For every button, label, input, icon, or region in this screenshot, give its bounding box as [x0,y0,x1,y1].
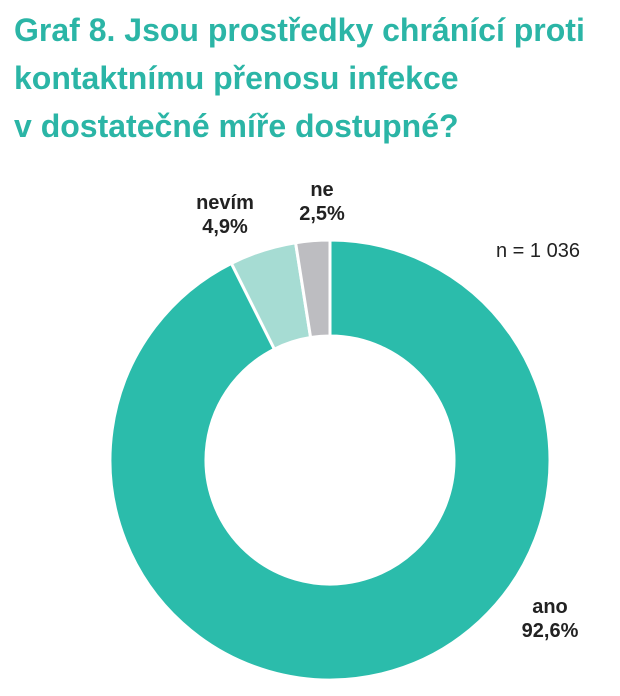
slice-value-nevim: 4,9% [202,216,248,238]
slice-label-nevim: nevím 4,9% [185,191,265,239]
donut-slice-ano [108,238,552,682]
donut-slice-ne [293,238,332,340]
slice-value-ano: 92,6% [521,620,579,642]
slice-name-nevim: nevím [196,192,254,214]
slice-label-ano: ano 92,6% [505,595,595,643]
chart-title: Graf 8. Jsou prostředky chránící proti k… [14,6,614,150]
donut-slices [108,238,552,682]
slice-name-ne: ne [310,179,334,201]
slice-value-ne: 2,5% [299,203,345,225]
title-line-2: kontaktnímu přenosu infekce [14,60,459,96]
slice-name-ano: ano [532,596,568,618]
slice-label-ne: ne 2,5% [282,178,362,226]
sample-size-label: n = 1 036 [496,240,580,262]
title-line-1: Graf 8. Jsou prostředky chránící proti [14,12,585,48]
title-line-3: v dostatečné míře dostupné? [14,108,459,144]
